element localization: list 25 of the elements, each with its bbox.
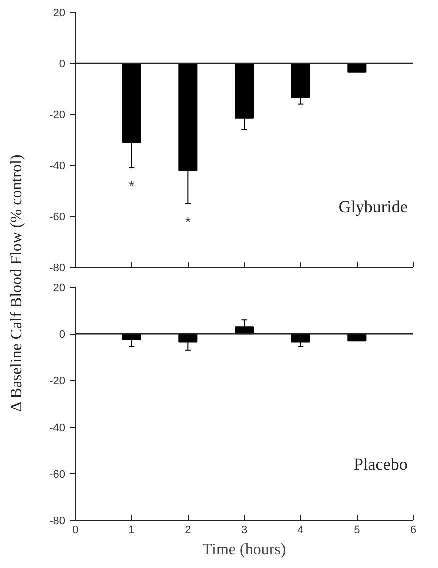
- x-axis-title: Time (hours): [202, 542, 286, 558]
- text: Glyburide: [338, 198, 408, 216]
- x-tick-label: 3: [241, 524, 248, 536]
- y-tick-label: -40: [50, 422, 66, 434]
- y-tick-label: 0: [59, 329, 66, 342]
- annotation: *: [185, 214, 192, 230]
- y-tick-label: 0: [59, 58, 66, 70]
- y-tick-label: -60: [50, 468, 66, 481]
- y-tick-label: -40: [50, 160, 66, 172]
- x-tick-label: 4: [298, 524, 304, 536]
- y-tick-label: -80: [50, 516, 66, 528]
- x-tick-label: 5: [354, 524, 360, 536]
- y-axis-title: Δ Baseline Calf Blood Flow (% control): [8, 154, 26, 412]
- y-tick-label: 20: [53, 8, 66, 20]
- x-tick-label: 0: [72, 524, 79, 536]
- x-tick-label: 2: [185, 524, 192, 536]
- annotation: *: [129, 178, 136, 194]
- y-tick-label: 20: [53, 282, 66, 294]
- x-tick-label: 1: [128, 524, 135, 536]
- y-tick-label: -80: [50, 262, 66, 274]
- x-tick-label: 6: [410, 524, 417, 536]
- y-tick-label: -20: [50, 110, 66, 122]
- y-tick-label: -20: [50, 376, 66, 388]
- text: Placebo: [354, 454, 408, 474]
- y-tick-label: -60: [50, 212, 66, 224]
